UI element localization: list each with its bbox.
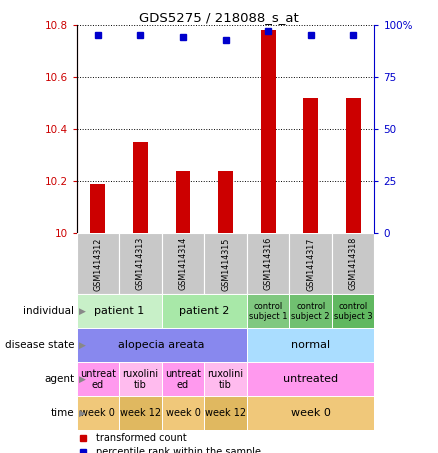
Bar — [204, 362, 247, 396]
Text: untreat
ed: untreat ed — [165, 369, 201, 390]
Bar — [77, 362, 119, 396]
Text: ▶: ▶ — [79, 409, 86, 418]
Text: GSM1414317: GSM1414317 — [306, 237, 315, 290]
Bar — [162, 362, 204, 396]
Bar — [119, 362, 162, 396]
Bar — [332, 294, 374, 328]
Text: untreated: untreated — [283, 374, 338, 385]
Text: control
subject 2: control subject 2 — [291, 302, 330, 321]
Bar — [247, 294, 290, 328]
Text: time: time — [51, 408, 74, 419]
Text: disease state: disease state — [5, 340, 74, 351]
Text: GSM1414315: GSM1414315 — [221, 237, 230, 290]
Bar — [290, 233, 332, 294]
Text: normal: normal — [291, 340, 330, 351]
Text: control
subject 1: control subject 1 — [249, 302, 287, 321]
Bar — [77, 294, 162, 328]
Bar — [91, 184, 106, 233]
Bar — [247, 396, 374, 430]
Text: alopecia areata: alopecia areata — [119, 340, 205, 351]
Text: week 0: week 0 — [81, 408, 115, 419]
Text: ruxolini
tib: ruxolini tib — [208, 369, 244, 390]
Bar — [133, 142, 148, 233]
Text: GSM1414314: GSM1414314 — [179, 237, 187, 290]
Bar — [247, 328, 374, 362]
Text: patient 1: patient 1 — [94, 306, 145, 317]
Text: GDS5275 / 218088_s_at: GDS5275 / 218088_s_at — [139, 11, 299, 24]
Bar — [119, 233, 162, 294]
Text: transformed count: transformed count — [96, 433, 187, 443]
Bar — [77, 233, 119, 294]
Text: week 12: week 12 — [120, 408, 161, 419]
Bar — [346, 98, 360, 233]
Bar — [332, 233, 374, 294]
Bar — [290, 294, 332, 328]
Bar — [247, 233, 290, 294]
Bar — [176, 171, 191, 233]
Text: ▶: ▶ — [79, 375, 86, 384]
Bar — [303, 98, 318, 233]
Text: percentile rank within the sample: percentile rank within the sample — [96, 448, 261, 453]
Text: ruxolini
tib: ruxolini tib — [122, 369, 159, 390]
Text: GSM1414318: GSM1414318 — [349, 237, 358, 290]
Bar — [218, 171, 233, 233]
Bar — [162, 233, 204, 294]
Bar — [119, 396, 162, 430]
Text: untreat
ed: untreat ed — [80, 369, 116, 390]
Bar — [261, 30, 276, 233]
Text: ▶: ▶ — [79, 307, 86, 316]
Bar — [162, 396, 204, 430]
Bar — [162, 294, 247, 328]
Text: ▶: ▶ — [79, 341, 86, 350]
Text: week 0: week 0 — [291, 408, 331, 419]
Bar — [247, 362, 374, 396]
Text: control
subject 3: control subject 3 — [334, 302, 373, 321]
Bar — [204, 396, 247, 430]
Bar — [77, 396, 119, 430]
Text: GSM1414312: GSM1414312 — [93, 237, 102, 290]
Text: week 12: week 12 — [205, 408, 246, 419]
Text: GSM1414313: GSM1414313 — [136, 237, 145, 290]
Text: patient 2: patient 2 — [179, 306, 230, 317]
Text: week 0: week 0 — [166, 408, 201, 419]
Text: individual: individual — [24, 306, 74, 317]
Bar — [77, 328, 247, 362]
Text: agent: agent — [44, 374, 74, 385]
Bar — [204, 233, 247, 294]
Text: GSM1414316: GSM1414316 — [264, 237, 272, 290]
